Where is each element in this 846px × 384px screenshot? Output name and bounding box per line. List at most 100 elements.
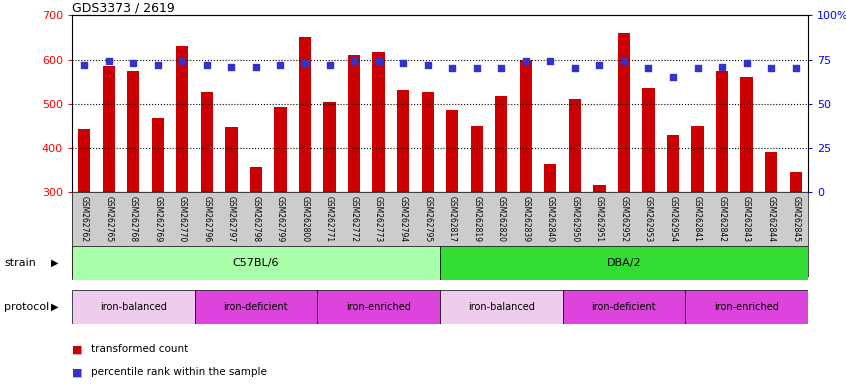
Text: protocol: protocol bbox=[4, 302, 49, 312]
Bar bbox=[519, 60, 532, 192]
Bar bbox=[495, 96, 508, 192]
Text: C57BL/6: C57BL/6 bbox=[233, 258, 279, 268]
Bar bbox=[151, 118, 164, 192]
Text: iron-deficient: iron-deficient bbox=[591, 302, 656, 312]
Bar bbox=[563, 290, 685, 324]
Text: GSM262798: GSM262798 bbox=[251, 196, 261, 242]
Bar bbox=[72, 246, 440, 280]
Bar bbox=[544, 164, 557, 192]
Text: GSM262820: GSM262820 bbox=[497, 196, 506, 242]
Point bbox=[690, 65, 704, 71]
Point bbox=[273, 62, 287, 68]
Text: GSM262765: GSM262765 bbox=[104, 196, 113, 242]
Point bbox=[519, 58, 532, 65]
Text: DBA/2: DBA/2 bbox=[607, 258, 641, 268]
Text: GSM262950: GSM262950 bbox=[570, 196, 580, 242]
Bar bbox=[789, 172, 802, 192]
Text: iron-deficient: iron-deficient bbox=[223, 302, 288, 312]
Bar bbox=[176, 46, 189, 192]
Point bbox=[739, 60, 753, 66]
Point bbox=[592, 62, 606, 68]
Bar bbox=[716, 71, 728, 192]
Text: GSM262839: GSM262839 bbox=[521, 196, 530, 242]
Bar bbox=[642, 88, 655, 192]
Text: GSM262773: GSM262773 bbox=[374, 196, 383, 242]
Point bbox=[200, 62, 213, 68]
Bar bbox=[78, 129, 91, 192]
Text: GSM262819: GSM262819 bbox=[472, 196, 481, 242]
Bar bbox=[421, 92, 434, 192]
Point bbox=[420, 62, 435, 68]
Bar bbox=[593, 185, 606, 192]
Text: GSM262840: GSM262840 bbox=[546, 196, 555, 242]
Bar bbox=[372, 52, 385, 192]
Bar bbox=[765, 152, 777, 192]
Text: ▶: ▶ bbox=[52, 302, 58, 312]
Bar bbox=[397, 91, 409, 192]
Bar bbox=[470, 126, 483, 192]
Point bbox=[494, 65, 508, 71]
Text: GSM262771: GSM262771 bbox=[325, 196, 334, 242]
Bar bbox=[740, 77, 753, 192]
Text: GSM262843: GSM262843 bbox=[742, 196, 751, 242]
Point bbox=[396, 60, 409, 66]
Point bbox=[249, 63, 262, 70]
Bar bbox=[446, 110, 459, 192]
Text: iron-enriched: iron-enriched bbox=[714, 302, 779, 312]
Point bbox=[224, 63, 239, 70]
Text: ■: ■ bbox=[72, 367, 82, 377]
Text: GSM262842: GSM262842 bbox=[717, 196, 727, 242]
Point bbox=[347, 58, 360, 65]
Bar bbox=[667, 135, 679, 192]
Text: GSM262844: GSM262844 bbox=[766, 196, 776, 242]
Bar bbox=[225, 127, 238, 192]
Bar bbox=[195, 290, 317, 324]
Bar bbox=[348, 55, 360, 192]
Point bbox=[322, 62, 336, 68]
Text: GSM262772: GSM262772 bbox=[349, 196, 359, 242]
Bar bbox=[250, 167, 262, 192]
Bar bbox=[685, 290, 808, 324]
Text: iron-enriched: iron-enriched bbox=[346, 302, 411, 312]
Bar bbox=[569, 99, 581, 192]
Point bbox=[102, 58, 115, 65]
Bar bbox=[317, 290, 440, 324]
Text: GSM262800: GSM262800 bbox=[300, 196, 310, 242]
Point bbox=[470, 65, 483, 71]
Text: GSM262794: GSM262794 bbox=[398, 196, 408, 242]
Text: GSM262799: GSM262799 bbox=[276, 196, 285, 242]
Text: GSM262797: GSM262797 bbox=[227, 196, 236, 242]
Bar bbox=[323, 103, 336, 192]
Point bbox=[788, 65, 802, 71]
Bar bbox=[440, 290, 563, 324]
Point bbox=[371, 58, 385, 65]
Text: ▶: ▶ bbox=[52, 258, 58, 268]
Point bbox=[666, 74, 679, 80]
Text: GSM262769: GSM262769 bbox=[153, 196, 162, 242]
Bar bbox=[274, 107, 287, 192]
Bar bbox=[440, 246, 808, 280]
Text: GSM262845: GSM262845 bbox=[791, 196, 800, 242]
Bar bbox=[201, 92, 213, 192]
Point bbox=[298, 60, 311, 66]
Text: GDS3373 / 2619: GDS3373 / 2619 bbox=[72, 1, 174, 14]
Point bbox=[77, 62, 91, 68]
Point bbox=[175, 58, 189, 65]
Bar bbox=[72, 290, 195, 324]
Text: GSM262770: GSM262770 bbox=[178, 196, 187, 242]
Text: GSM262795: GSM262795 bbox=[423, 196, 432, 242]
Text: strain: strain bbox=[4, 258, 36, 268]
Point bbox=[126, 60, 140, 66]
Text: transformed count: transformed count bbox=[91, 344, 188, 354]
Text: GSM262951: GSM262951 bbox=[595, 196, 604, 242]
Text: GSM262952: GSM262952 bbox=[619, 196, 629, 242]
Point bbox=[617, 58, 630, 65]
Bar bbox=[127, 71, 140, 192]
Text: GSM262953: GSM262953 bbox=[644, 196, 653, 242]
Bar bbox=[618, 33, 630, 192]
Point bbox=[715, 63, 728, 70]
Text: GSM262817: GSM262817 bbox=[448, 196, 457, 242]
Bar bbox=[691, 126, 704, 192]
Text: ■: ■ bbox=[72, 344, 82, 354]
Point bbox=[151, 62, 164, 68]
